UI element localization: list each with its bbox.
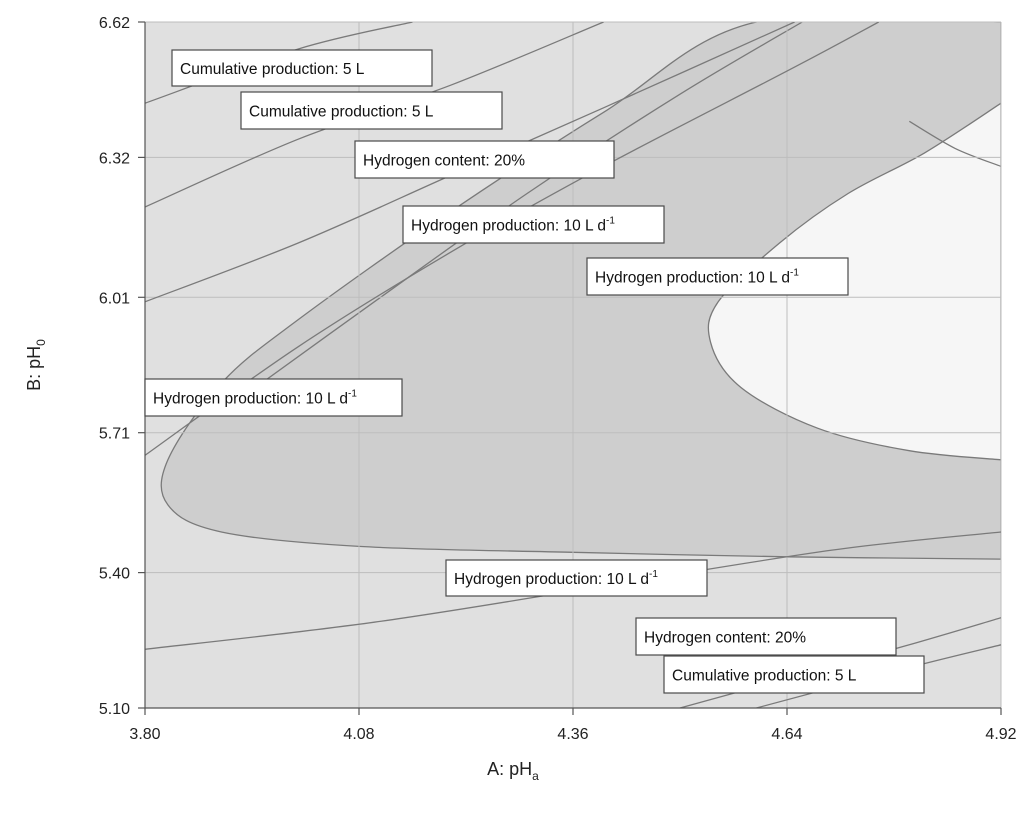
- contour-annotation-3: Hydrogen content: 20%: [354, 140, 615, 179]
- band-top-contour: [908, 120, 1001, 168]
- h2-production-band-region: [160, 22, 1001, 560]
- annotation-label: Hydrogen production: 10 L d-1: [411, 216, 615, 235]
- annotation-label: Cumulative production: 5 L: [180, 61, 365, 78]
- y-axis-title: B: pH0: [24, 339, 48, 391]
- y-tick-label: 6.32: [99, 150, 130, 167]
- x-tick-label: 4.08: [343, 726, 374, 743]
- x-tick-label: 3.80: [129, 726, 160, 743]
- x-tick-label: 4.36: [557, 726, 588, 743]
- y-tick-label: 5.71: [99, 426, 130, 443]
- contour-annotation-1: Cumulative production: 5 L: [171, 49, 433, 87]
- band-inner-contour: [236, 22, 803, 402]
- contour-annotation-2: Cumulative production: 5 L: [240, 91, 503, 130]
- optimal-region: [707, 102, 1001, 461]
- x-tick-label: 4.64: [771, 726, 802, 743]
- annotation-label: Cumulative production: 5 L: [672, 668, 857, 685]
- y-tick-label: 5.10: [99, 701, 130, 718]
- contour-line-cumulative: [145, 22, 413, 104]
- annotation-label: Hydrogen content: 20%: [363, 153, 525, 170]
- annotation-label: Hydrogen production: 10 L d-1: [595, 268, 799, 287]
- contour-annotation-6: Hydrogen production: 10 L d-1: [144, 378, 403, 417]
- annotation-label: Hydrogen production: 10 L d-1: [153, 389, 357, 408]
- annotation-label: Cumulative production: 5 L: [249, 104, 434, 121]
- annotation-label: Hydrogen content: 20%: [644, 630, 806, 647]
- contour-annotation-8: Hydrogen content: 20%: [635, 617, 897, 656]
- y-tick-label: 6.62: [99, 15, 130, 32]
- contour-annotation-9: Cumulative production: 5 L: [663, 655, 925, 694]
- y-tick-label: 5.40: [99, 566, 130, 583]
- contour-annotation-4: Hydrogen production: 10 L d-1: [402, 205, 665, 244]
- contour-annotation-5: Hydrogen production: 10 L d-1: [586, 257, 849, 296]
- contour-annotation-7: Hydrogen production: 10 L d-1: [445, 559, 708, 597]
- x-tick-label: 4.92: [985, 726, 1016, 743]
- y-tick-label: 6.01: [99, 290, 130, 307]
- x-axis-title: A: pHa: [487, 759, 539, 783]
- annotation-label: Hydrogen production: 10 L d-1: [454, 569, 658, 588]
